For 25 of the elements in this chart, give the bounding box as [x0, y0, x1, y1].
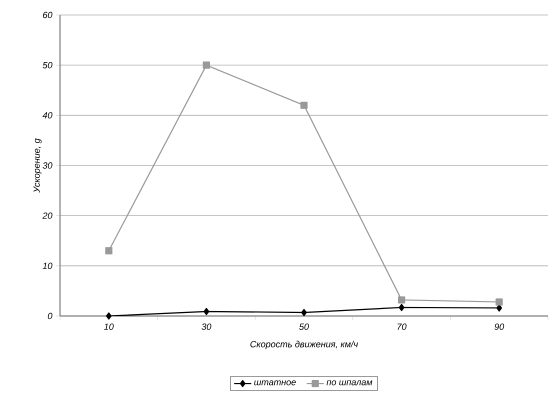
x-tick-label: 10	[104, 324, 114, 330]
x-tick-label: 70	[398, 324, 407, 330]
point	[398, 296, 406, 304]
y-axis-title: Ускорение, g	[34, 138, 42, 193]
point	[300, 102, 308, 109]
x-tick-label: 50	[299, 324, 309, 330]
y-tick-label: 30	[42, 162, 52, 169]
point	[496, 298, 503, 306]
legend-label: по шпалам	[326, 380, 372, 386]
y-tick-label: 50	[42, 62, 52, 68]
y-tick-label: 20	[42, 212, 52, 219]
point	[204, 308, 210, 316]
legend-label: штатное	[254, 380, 296, 386]
point	[301, 308, 307, 316]
x-tick-label: 30	[202, 324, 212, 330]
point	[398, 304, 404, 312]
y-tick-label: 60	[42, 12, 52, 18]
y-tick-label: 0	[48, 312, 52, 320]
y-tick-label: 40	[42, 112, 52, 119]
point	[202, 62, 210, 69]
point	[106, 312, 112, 320]
x-tick-label: 90	[494, 324, 504, 330]
x-axis-title: Скорость движения, км/ч	[250, 340, 358, 350]
point	[105, 247, 112, 254]
y-tick-label: 10	[42, 262, 52, 270]
